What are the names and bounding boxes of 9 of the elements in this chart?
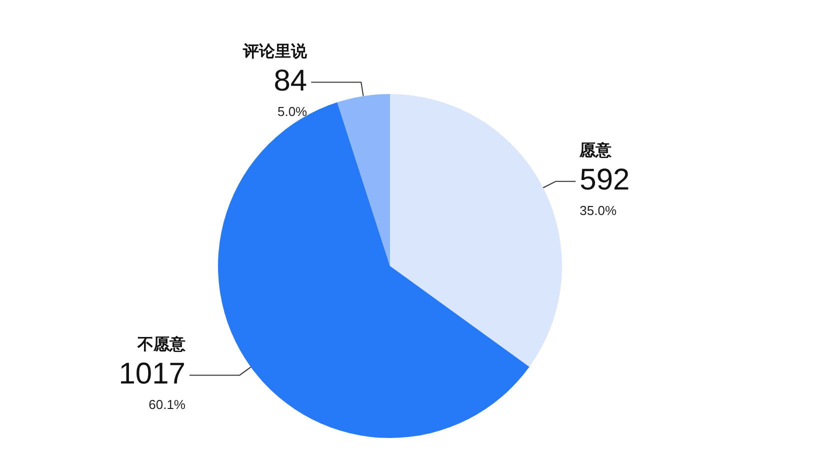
text: 60.1% bbox=[148, 396, 186, 412]
slice-label: 评论里说 bbox=[242, 41, 308, 60]
slice-label: 不愿意 bbox=[136, 334, 187, 354]
data-label: 84 bbox=[274, 64, 308, 98]
slice-label: 愿意 bbox=[578, 140, 613, 160]
data-label: 592 bbox=[580, 164, 630, 197]
text: 5.0% bbox=[277, 104, 308, 119]
data-label: 1017 bbox=[118, 358, 186, 391]
text: 35.0% bbox=[580, 202, 617, 218]
